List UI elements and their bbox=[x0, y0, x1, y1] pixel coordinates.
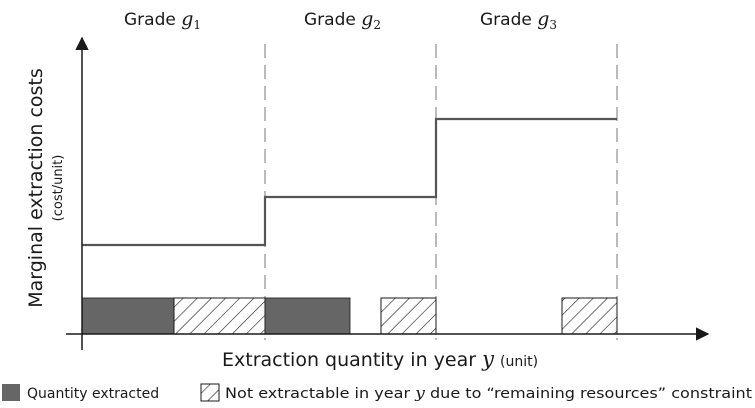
extracted-block-1 bbox=[81, 297, 175, 335]
extracted-block-2 bbox=[264, 297, 351, 335]
y-axis-unit: (cost/unit) bbox=[51, 155, 66, 222]
not-extractable-block-1 bbox=[173, 297, 266, 335]
grade-2-header: Grade g2 bbox=[304, 8, 381, 32]
grade-1-header: Grade g1 bbox=[124, 8, 201, 32]
legend-extracted-swatch bbox=[2, 384, 20, 401]
y-axis-title: Marginal extraction costs bbox=[25, 68, 47, 308]
marginal-cost-step-line bbox=[82, 117, 617, 247]
x-axis-title: Extraction quantity in year y (unit) bbox=[222, 347, 538, 371]
not-extractable-block-3 bbox=[561, 297, 618, 335]
legend-extracted-label: Quantity extracted bbox=[27, 386, 159, 402]
grade-3-header: Grade g3 bbox=[480, 8, 557, 32]
not-extractable-block-2 bbox=[380, 297, 437, 335]
legend-not-extractable-label: Not extractable in year y due to “remain… bbox=[225, 384, 753, 402]
legend-not-extractable-swatch bbox=[200, 383, 220, 402]
